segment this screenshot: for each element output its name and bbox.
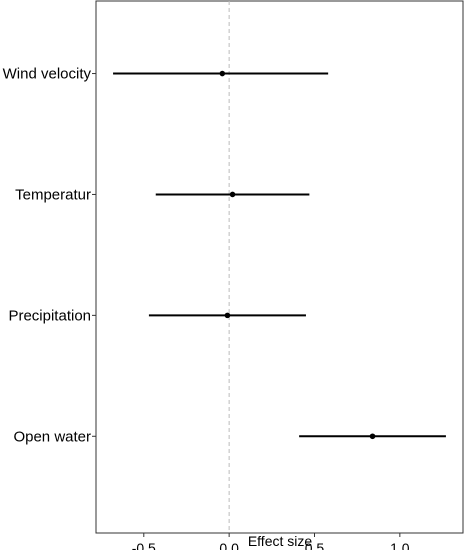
plot-panel — [95, 0, 464, 534]
point-estimates — [219, 70, 376, 440]
x-tick-label-1: 0.0 — [219, 540, 239, 550]
category-label-precipitation: Precipitation — [8, 307, 91, 324]
x-axis-ticks — [143, 533, 401, 537]
estimate-point-precipitation — [224, 312, 231, 319]
confidence-intervals — [113, 72, 446, 438]
category-label-wind-velocity: Wind velocity — [3, 66, 92, 83]
estimate-point-open-water — [369, 433, 376, 440]
category-label-temperatur: Temperatur — [15, 186, 91, 203]
category-labels: Wind velocity Temperatur Precipitation Open… — [3, 66, 92, 446]
x-tick-label-0: -0.5 — [132, 540, 156, 550]
estimate-point-temperatur — [229, 191, 236, 198]
estimate-point-wind-velocity — [219, 70, 226, 77]
category-label-open-water: Open water — [13, 428, 91, 445]
x-tick-label-3: 1.0 — [390, 540, 410, 550]
x-axis-tick-labels: -0.5 0.0 0.5 1.0 — [132, 540, 410, 550]
x-tick-label-2: 0.5 — [305, 540, 325, 550]
x-axis-title: Effect size — [248, 533, 313, 549]
y-axis-ticks — [92, 73, 96, 437]
